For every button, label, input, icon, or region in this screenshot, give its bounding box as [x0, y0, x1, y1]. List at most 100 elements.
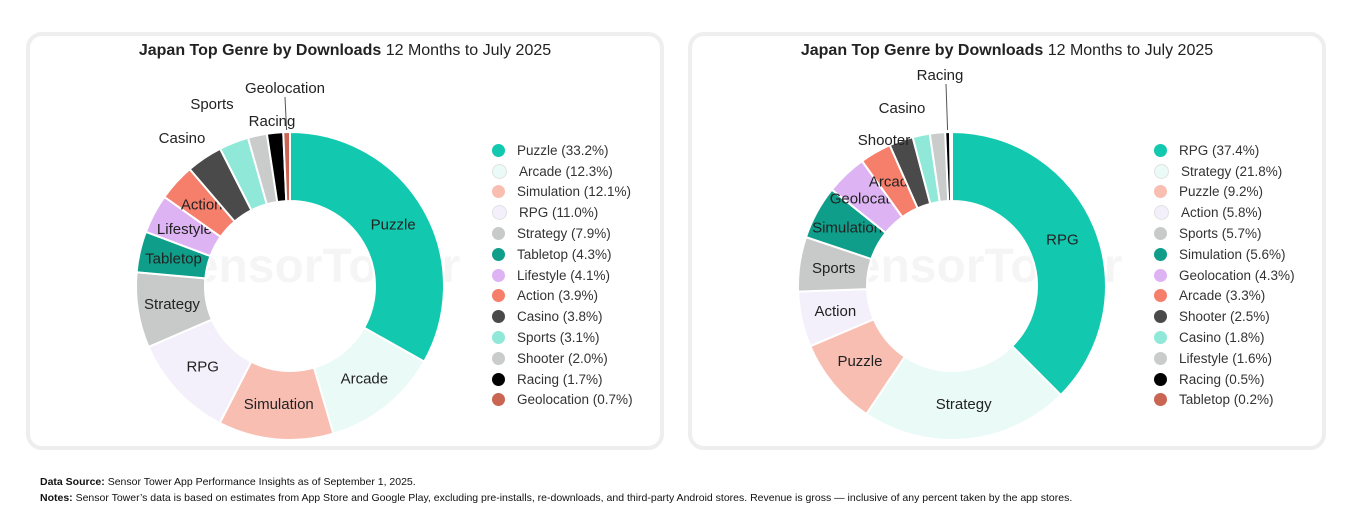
donut-slice-geolocation: [282, 130, 291, 203]
legend-swatch: [492, 227, 505, 241]
legend-swatch: [1154, 163, 1169, 179]
legend-label: Action (5.8%): [1181, 205, 1263, 221]
legend-label: Casino (3.8%): [517, 309, 603, 325]
legend-item-tabletop: Tabletop (4.3%): [492, 244, 633, 265]
legend-swatch: [1154, 227, 1167, 241]
chart-title: Japan Top Genre by Downloads 12 Months t…: [30, 42, 660, 60]
legend-item-puzzle: Puzzle (9.2%): [1154, 182, 1295, 203]
legend-label: Lifestyle (4.1%): [517, 267, 611, 283]
legend-item-strategy: Strategy (21.8%): [1154, 161, 1295, 182]
legend-label: Action (3.9%): [517, 288, 599, 304]
legend-item-sports: Sports (5.7%): [1154, 223, 1295, 244]
legend-item-action: Action (3.9%): [492, 286, 633, 307]
legend-swatch: [492, 185, 505, 199]
legend-item-rpg: RPG (11.0%): [492, 202, 633, 223]
legend-item-lifestyle: Lifestyle (1.6%): [1154, 348, 1295, 369]
legend-swatch: [492, 268, 505, 282]
legend-label: Arcade (12.3%): [519, 163, 613, 179]
slice-label-lifestyle: Lifestyle: [157, 221, 212, 238]
notes-line: Notes: Sensor Tower’s data is based on e…: [40, 490, 1072, 506]
legend-label: Shooter (2.0%): [517, 350, 608, 366]
label-leader-line: [945, 83, 949, 131]
slice-label-rpg: RPG: [1046, 231, 1079, 248]
donut-slice-rpg: [951, 130, 1107, 397]
donut-slice-puzzle: [289, 130, 445, 363]
legend-swatch: [492, 205, 507, 221]
legend-swatch: [1154, 185, 1167, 199]
slice-label-arcade: Arcade: [341, 371, 389, 388]
legend-label: Casino (1.8%): [1179, 330, 1265, 346]
slice-label-simulation: Simulation: [244, 396, 314, 413]
legend-label: Simulation (5.6%): [1179, 246, 1286, 262]
legend-label: Geolocation (0.7%): [517, 392, 633, 408]
slice-label-sports: Sports: [812, 260, 855, 277]
donut-slice-strategy: [865, 344, 1063, 441]
legend-item-sports: Sports (3.1%): [492, 327, 633, 348]
notes-label: Notes:: [40, 492, 73, 504]
footnote: Data Source: Sensor Tower App Performanc…: [40, 474, 1072, 506]
slice-label-strategy: Strategy: [936, 396, 992, 413]
chart-title: Japan Top Genre by Downloads 12 Months t…: [692, 42, 1322, 60]
slice-label-puzzle: Puzzle: [837, 353, 882, 370]
slice-label-puzzle: Puzzle: [371, 217, 416, 234]
legend-item-geolocation: Geolocation (4.3%): [1154, 265, 1295, 286]
legend-swatch: [492, 310, 505, 324]
legend-swatch: [492, 289, 505, 303]
legend-swatch: [1154, 351, 1167, 365]
legend-item-puzzle: Puzzle (33.2%): [492, 140, 633, 161]
label-leader-line: [284, 96, 288, 131]
chart-legend: RPG (37.4%) Strategy (21.8%) Puzzle (9.2%)…: [1154, 140, 1295, 410]
legend-swatch: [1154, 268, 1167, 282]
slice-label-casino: Casino: [879, 100, 926, 117]
legend-item-action: Action (5.8%): [1154, 202, 1295, 223]
chart-legend: Puzzle (33.2%) Arcade (12.3%) Simulation (…: [492, 140, 633, 410]
data-source-line: Data Source: Sensor Tower App Performanc…: [40, 474, 1072, 490]
legend-swatch: [492, 393, 505, 407]
legend-label: Geolocation (4.3%): [1179, 267, 1295, 283]
slice-label-action: Action: [181, 196, 223, 213]
legend-item-arcade: Arcade (3.3%): [1154, 286, 1295, 307]
legend-label: Puzzle (33.2%): [517, 142, 609, 158]
legend-label: Strategy (7.9%): [517, 226, 611, 242]
legend-item-rpg: RPG (37.4%): [1154, 140, 1295, 161]
legend-swatch: [492, 351, 505, 365]
chart-title-bold: Japan Top Genre by Downloads: [138, 42, 382, 59]
legend-item-casino: Casino (1.8%): [1154, 327, 1295, 348]
slice-label-geolocation: Geolocation: [245, 80, 325, 97]
legend-swatch: [1154, 310, 1167, 324]
legend-label: Puzzle (9.2%): [1179, 184, 1264, 200]
slice-label-strategy: Strategy: [144, 296, 200, 313]
slice-label-casino: Casino: [159, 130, 206, 147]
legend-label: Tabletop (0.2%): [1179, 392, 1274, 408]
legend-swatch: [492, 372, 505, 386]
chart-card-right: Japan Top Genre by Downloads 12 Months t…: [688, 32, 1326, 450]
legend-label: Arcade (3.3%): [1179, 288, 1266, 304]
legend-item-casino: Casino (3.8%): [492, 306, 633, 327]
legend-item-geolocation: Geolocation (0.7%): [492, 390, 633, 411]
slice-label-racing: Racing: [917, 67, 964, 84]
legend-item-simulation: Simulation (12.1%): [492, 182, 633, 203]
legend-item-arcade: Arcade (12.3%): [492, 161, 633, 182]
legend-label: Strategy (21.8%): [1181, 163, 1283, 179]
chart-title-period: 12 Months to July 2025: [385, 42, 552, 59]
legend-item-tabletop: Tabletop (0.2%): [1154, 390, 1295, 411]
slice-label-action: Action: [815, 303, 857, 320]
data-source-label: Data Source:: [40, 476, 105, 488]
legend-item-shooter: Shooter (2.5%): [1154, 306, 1295, 327]
legend-swatch: [1154, 289, 1167, 303]
legend-item-racing: Racing (1.7%): [492, 369, 633, 390]
legend-label: Sports (3.1%): [517, 330, 600, 346]
donut-chart: SensorTowerRPGStrategyPuzzleActionSports…: [797, 67, 1107, 441]
slice-label-simulation: Simulation: [812, 220, 882, 237]
legend-item-strategy: Strategy (7.9%): [492, 223, 633, 244]
legend-swatch: [1154, 331, 1167, 345]
legend-label: Shooter (2.5%): [1179, 309, 1270, 325]
donut-slice-tabletop: [949, 130, 953, 203]
legend-label: Racing (0.5%): [1179, 371, 1265, 387]
legend-label: Lifestyle (1.6%): [1179, 350, 1273, 366]
legend-item-shooter: Shooter (2.0%): [492, 348, 633, 369]
legend-swatch: [1154, 247, 1167, 261]
legend-label: RPG (11.0%): [519, 205, 599, 221]
legend-label: Sports (5.7%): [1179, 226, 1262, 242]
slice-label-rpg: RPG: [186, 359, 219, 376]
